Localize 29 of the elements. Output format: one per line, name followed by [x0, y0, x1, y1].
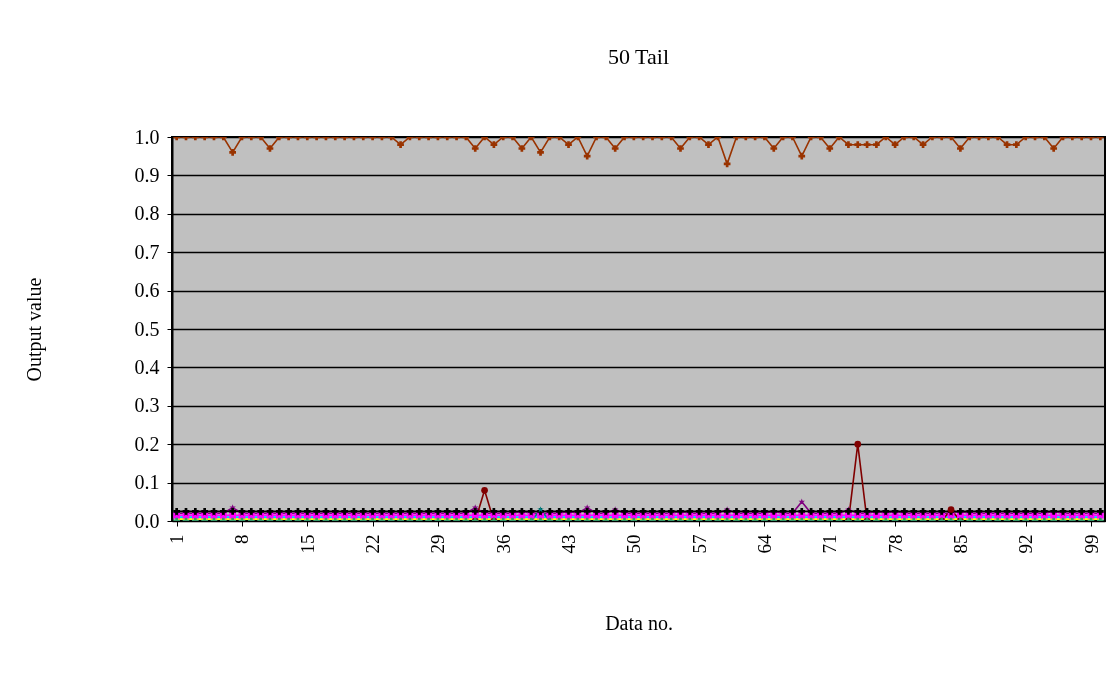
- x-tick-label: 22: [362, 534, 384, 554]
- x-tick-label: 78: [884, 534, 906, 554]
- y-tick-label: 0.9: [134, 163, 160, 186]
- x-tick-label: 85: [949, 534, 971, 554]
- y-tick-label: 0.2: [134, 432, 160, 455]
- y-tick-label: 0.8: [134, 202, 160, 225]
- y-tick-label: 0.6: [134, 279, 160, 302]
- chart-title: 50 Tail: [608, 44, 669, 69]
- x-tick-label: 8: [231, 534, 253, 544]
- y-tick-label: 1.0: [134, 125, 160, 148]
- y-tick-label: 0.3: [134, 394, 160, 417]
- x-tick-label: 36: [492, 534, 514, 554]
- x-tick-label: 99: [1080, 534, 1102, 554]
- y-axis-title: Output value: [22, 277, 46, 382]
- x-tick-label: 29: [427, 534, 449, 554]
- x-axis-title: Data no.: [605, 611, 673, 634]
- x-tick-label: 64: [753, 534, 775, 554]
- x-tick-label: 50: [623, 534, 645, 554]
- x-tick-label: 71: [819, 534, 841, 554]
- y-tick-label: 0.7: [134, 240, 160, 263]
- y-tick-label: 0.4: [134, 355, 160, 378]
- x-tick-label: 15: [296, 534, 318, 554]
- x-tick-label: 57: [688, 534, 710, 554]
- x-tick-label: 92: [1015, 534, 1037, 554]
- x-tick-label: 1: [166, 534, 188, 544]
- x-tick-label: 43: [558, 534, 580, 554]
- y-tick-label: 0.5: [134, 317, 160, 340]
- y-tick-label: 0.0: [134, 509, 160, 532]
- y-tick-label: 0.1: [134, 471, 160, 494]
